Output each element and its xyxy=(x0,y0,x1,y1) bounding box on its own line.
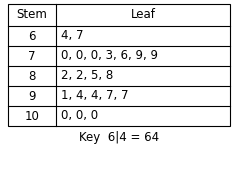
Text: 0, 0, 0, 3, 6, 9, 9: 0, 0, 0, 3, 6, 9, 9 xyxy=(61,50,158,62)
Text: 10: 10 xyxy=(25,110,39,122)
Text: 4, 7: 4, 7 xyxy=(61,29,84,43)
Text: 0, 0, 0: 0, 0, 0 xyxy=(61,110,98,122)
Text: 7: 7 xyxy=(28,50,36,62)
Text: Leaf: Leaf xyxy=(131,9,156,21)
Text: Stem: Stem xyxy=(17,9,47,21)
Text: 9: 9 xyxy=(28,90,36,102)
Text: 6: 6 xyxy=(28,29,36,43)
Text: 2, 2, 5, 8: 2, 2, 5, 8 xyxy=(61,70,113,82)
Bar xyxy=(8,4,230,126)
Text: 1, 4, 4, 7, 7: 1, 4, 4, 7, 7 xyxy=(61,90,128,102)
Text: 8: 8 xyxy=(28,70,36,82)
Text: Key  6|4 = 64: Key 6|4 = 64 xyxy=(79,132,159,145)
